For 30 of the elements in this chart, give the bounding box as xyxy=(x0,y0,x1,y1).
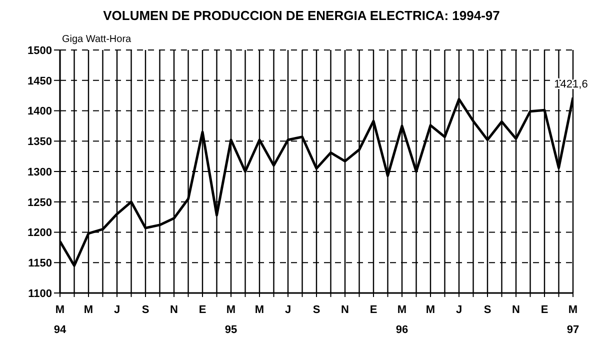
y-tick-label: 1400 xyxy=(28,106,52,118)
x-tick-label: M xyxy=(254,304,264,316)
x-tick-label: J xyxy=(284,304,292,316)
x-tick-label: N xyxy=(170,304,178,316)
y-tick-label: 1200 xyxy=(28,227,52,240)
x-tick-label: N xyxy=(341,304,350,316)
x-tick-label: M 97 xyxy=(566,304,580,336)
x-tick-label: J xyxy=(114,304,120,316)
x-tick-label: S xyxy=(312,304,320,316)
y-axis-title: Giga Watt-Hora xyxy=(62,34,132,45)
y-tick-label: 1150 xyxy=(28,258,52,270)
y-tick-label: 1300 xyxy=(28,166,52,178)
x-tick-label: M 94 xyxy=(54,304,67,336)
x-tick-label: S xyxy=(142,304,150,316)
x-tick-label: M xyxy=(84,304,94,316)
x-tick-label: E xyxy=(540,304,548,316)
chart-title: VOLUMEN DE PRODUCCION DE ENERGIA ELECTRICA: 1994-97 xyxy=(102,8,501,23)
x-tick-label: E xyxy=(198,304,206,316)
x-tick-label: M xyxy=(426,304,436,316)
x-tick-label: E xyxy=(370,304,378,316)
y-tick-label: 1500 xyxy=(28,44,52,57)
x-tick-label: J xyxy=(456,304,462,316)
x-tick-label: S xyxy=(484,304,492,316)
x-tick-label: M 95 xyxy=(224,304,238,336)
y-tick-label: 1250 xyxy=(28,196,52,209)
x-tick-label: N xyxy=(512,304,520,316)
y-tick-label: 1450 xyxy=(28,75,52,88)
x-tick-label: M 96 xyxy=(396,304,408,336)
y-tick-label: 1350 xyxy=(28,136,52,148)
y-tick-label: 1100 xyxy=(28,288,52,300)
